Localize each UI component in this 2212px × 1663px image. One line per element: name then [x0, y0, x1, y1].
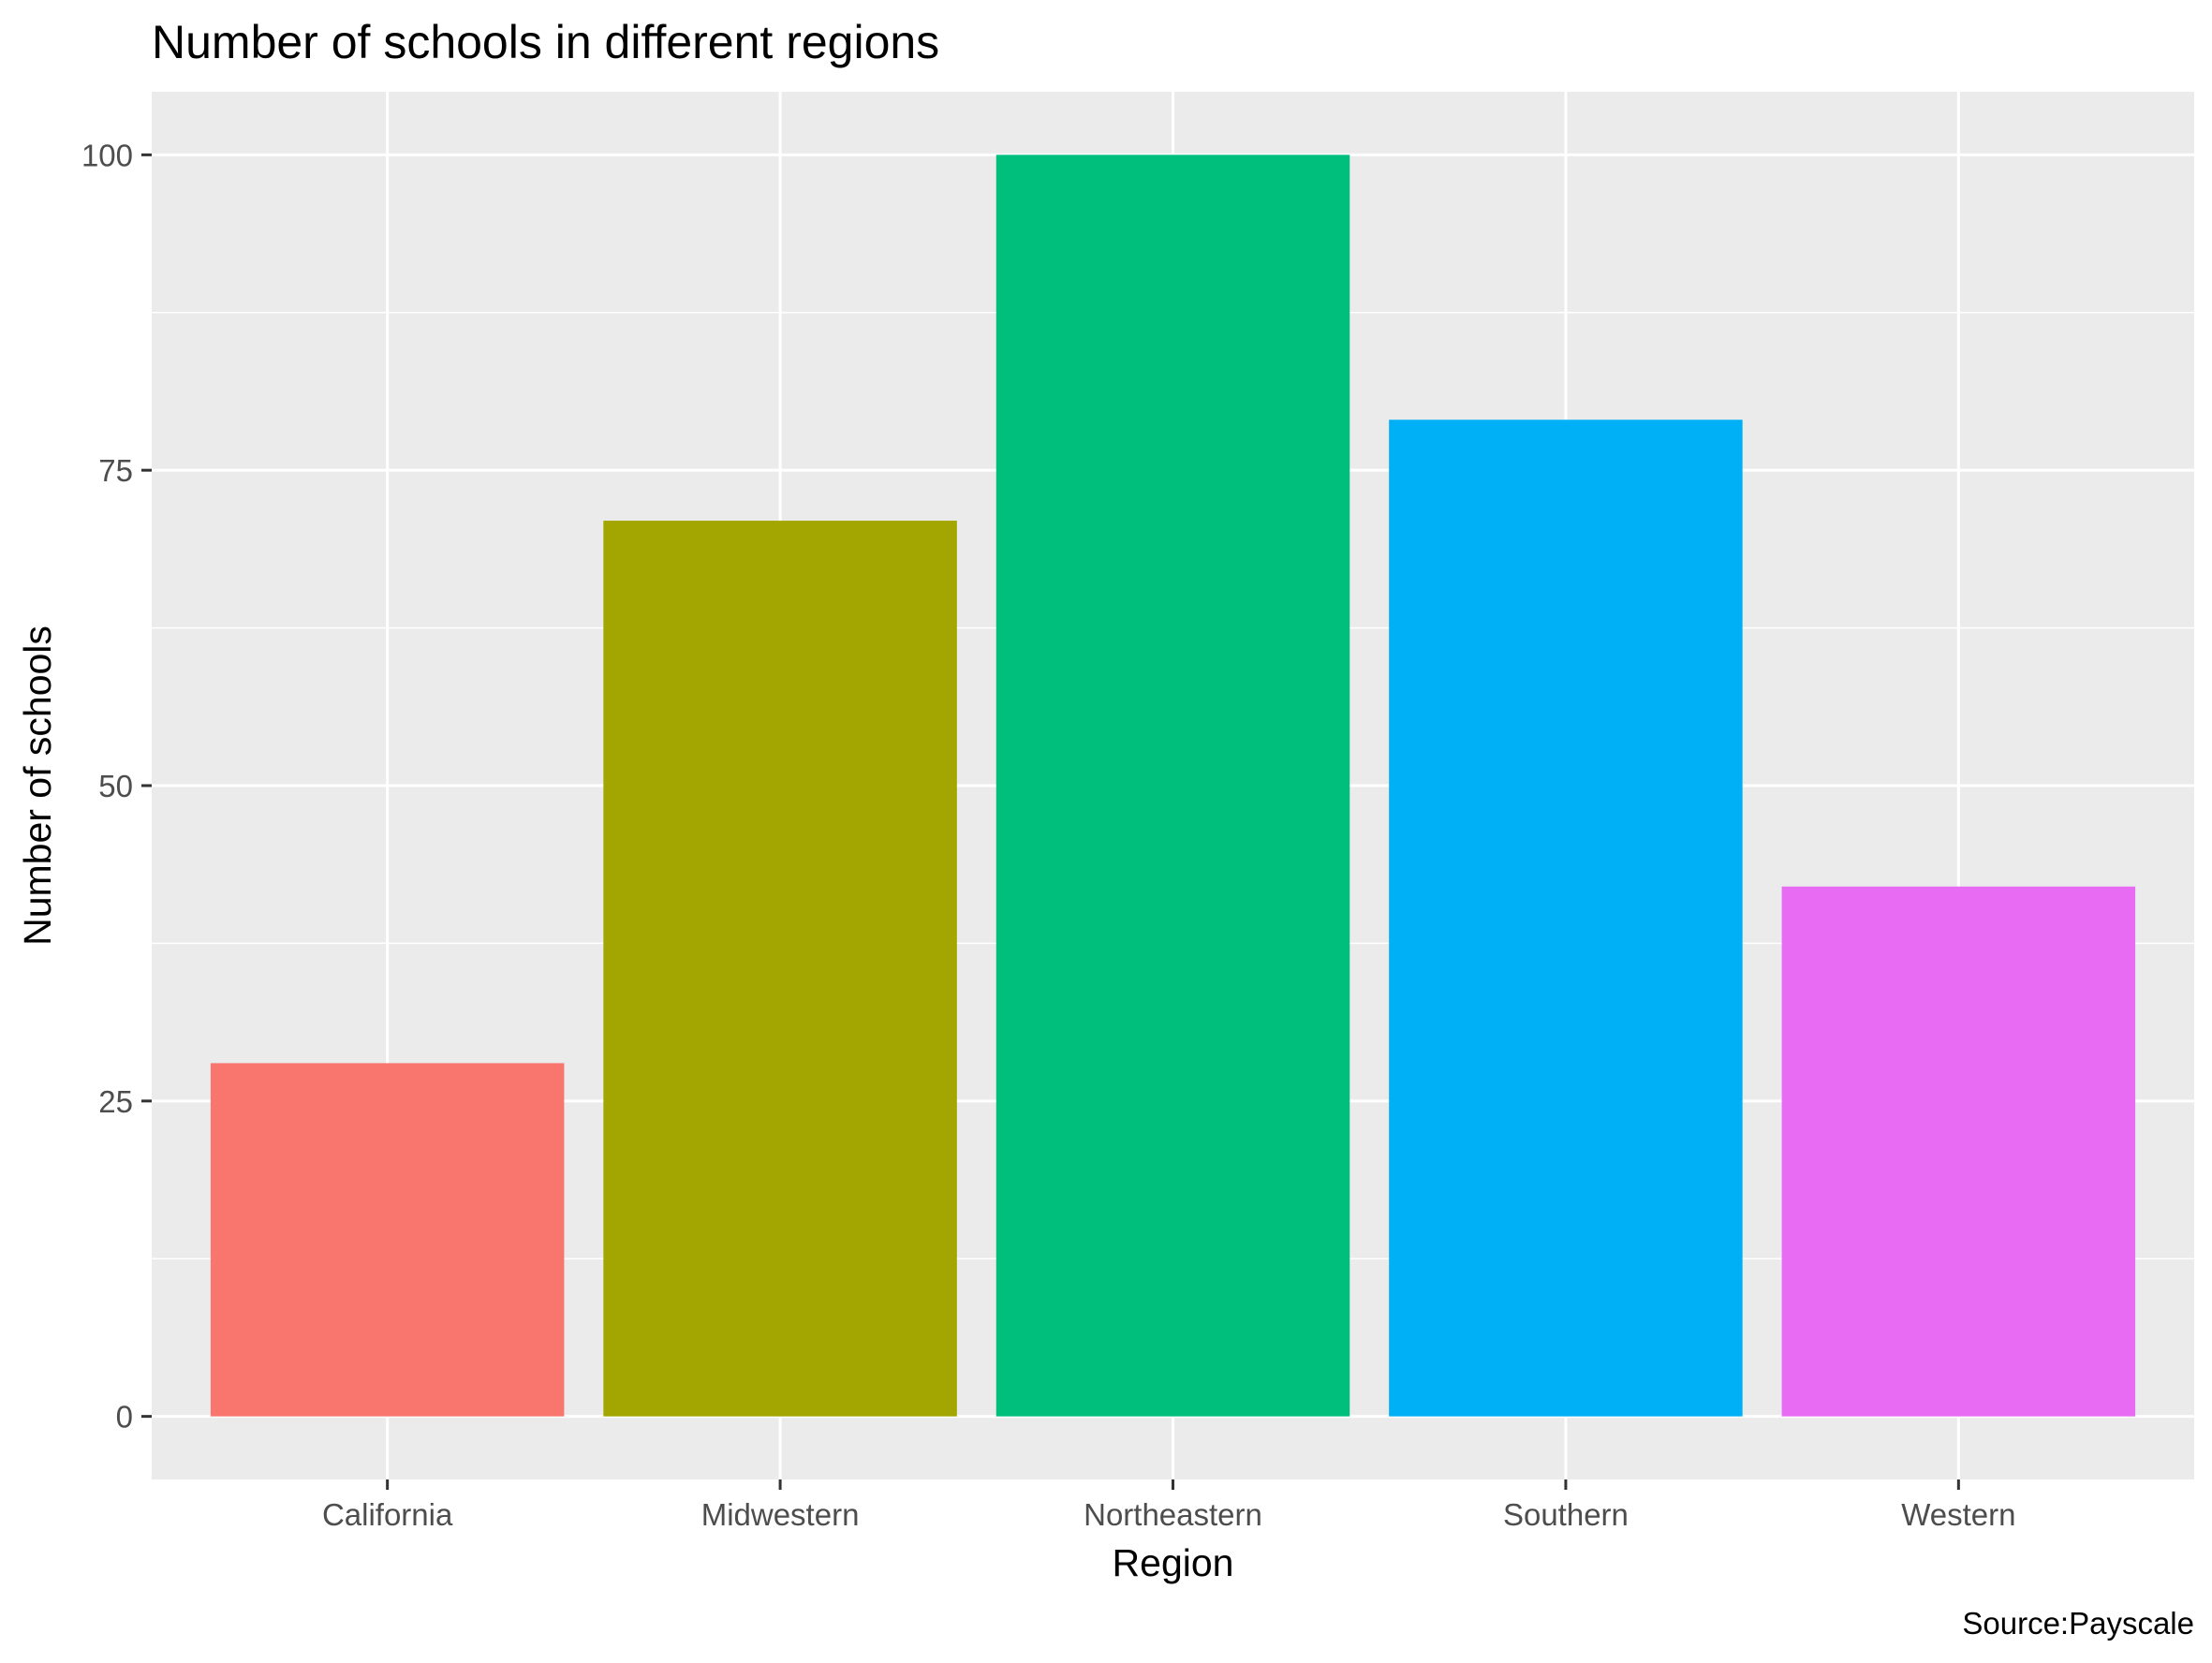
y-tick-label: 100: [81, 138, 133, 172]
y-tick-label: 75: [98, 453, 133, 488]
y-tick-label: 50: [98, 769, 133, 803]
x-axis-title: Region: [1113, 1541, 1234, 1584]
bar-western: [1781, 886, 2136, 1417]
x-tick-label: Southern: [1503, 1497, 1629, 1532]
y-tick-label: 25: [98, 1084, 133, 1119]
x-tick-label: California: [322, 1497, 453, 1532]
bars: [210, 155, 2136, 1417]
chart-title: Number of schools in different regions: [152, 16, 939, 68]
y-axis: 0 25 50 75 100: [81, 138, 152, 1435]
x-tick-label: Northeastern: [1084, 1497, 1262, 1532]
source-caption: Source:Payscale: [1962, 1606, 2194, 1641]
y-axis-title: Number of schools: [16, 625, 59, 946]
bar-northeastern: [995, 155, 1350, 1417]
x-axis: California Midwestern Northeastern Southern…: [322, 1479, 2015, 1532]
y-tick-label: 0: [116, 1400, 133, 1435]
x-tick-label: Western: [1901, 1497, 2015, 1532]
bar-midwestern: [603, 521, 957, 1417]
x-tick-label: Midwestern: [701, 1497, 860, 1532]
bar-california: [210, 1063, 565, 1417]
bar-southern: [1389, 419, 1743, 1417]
